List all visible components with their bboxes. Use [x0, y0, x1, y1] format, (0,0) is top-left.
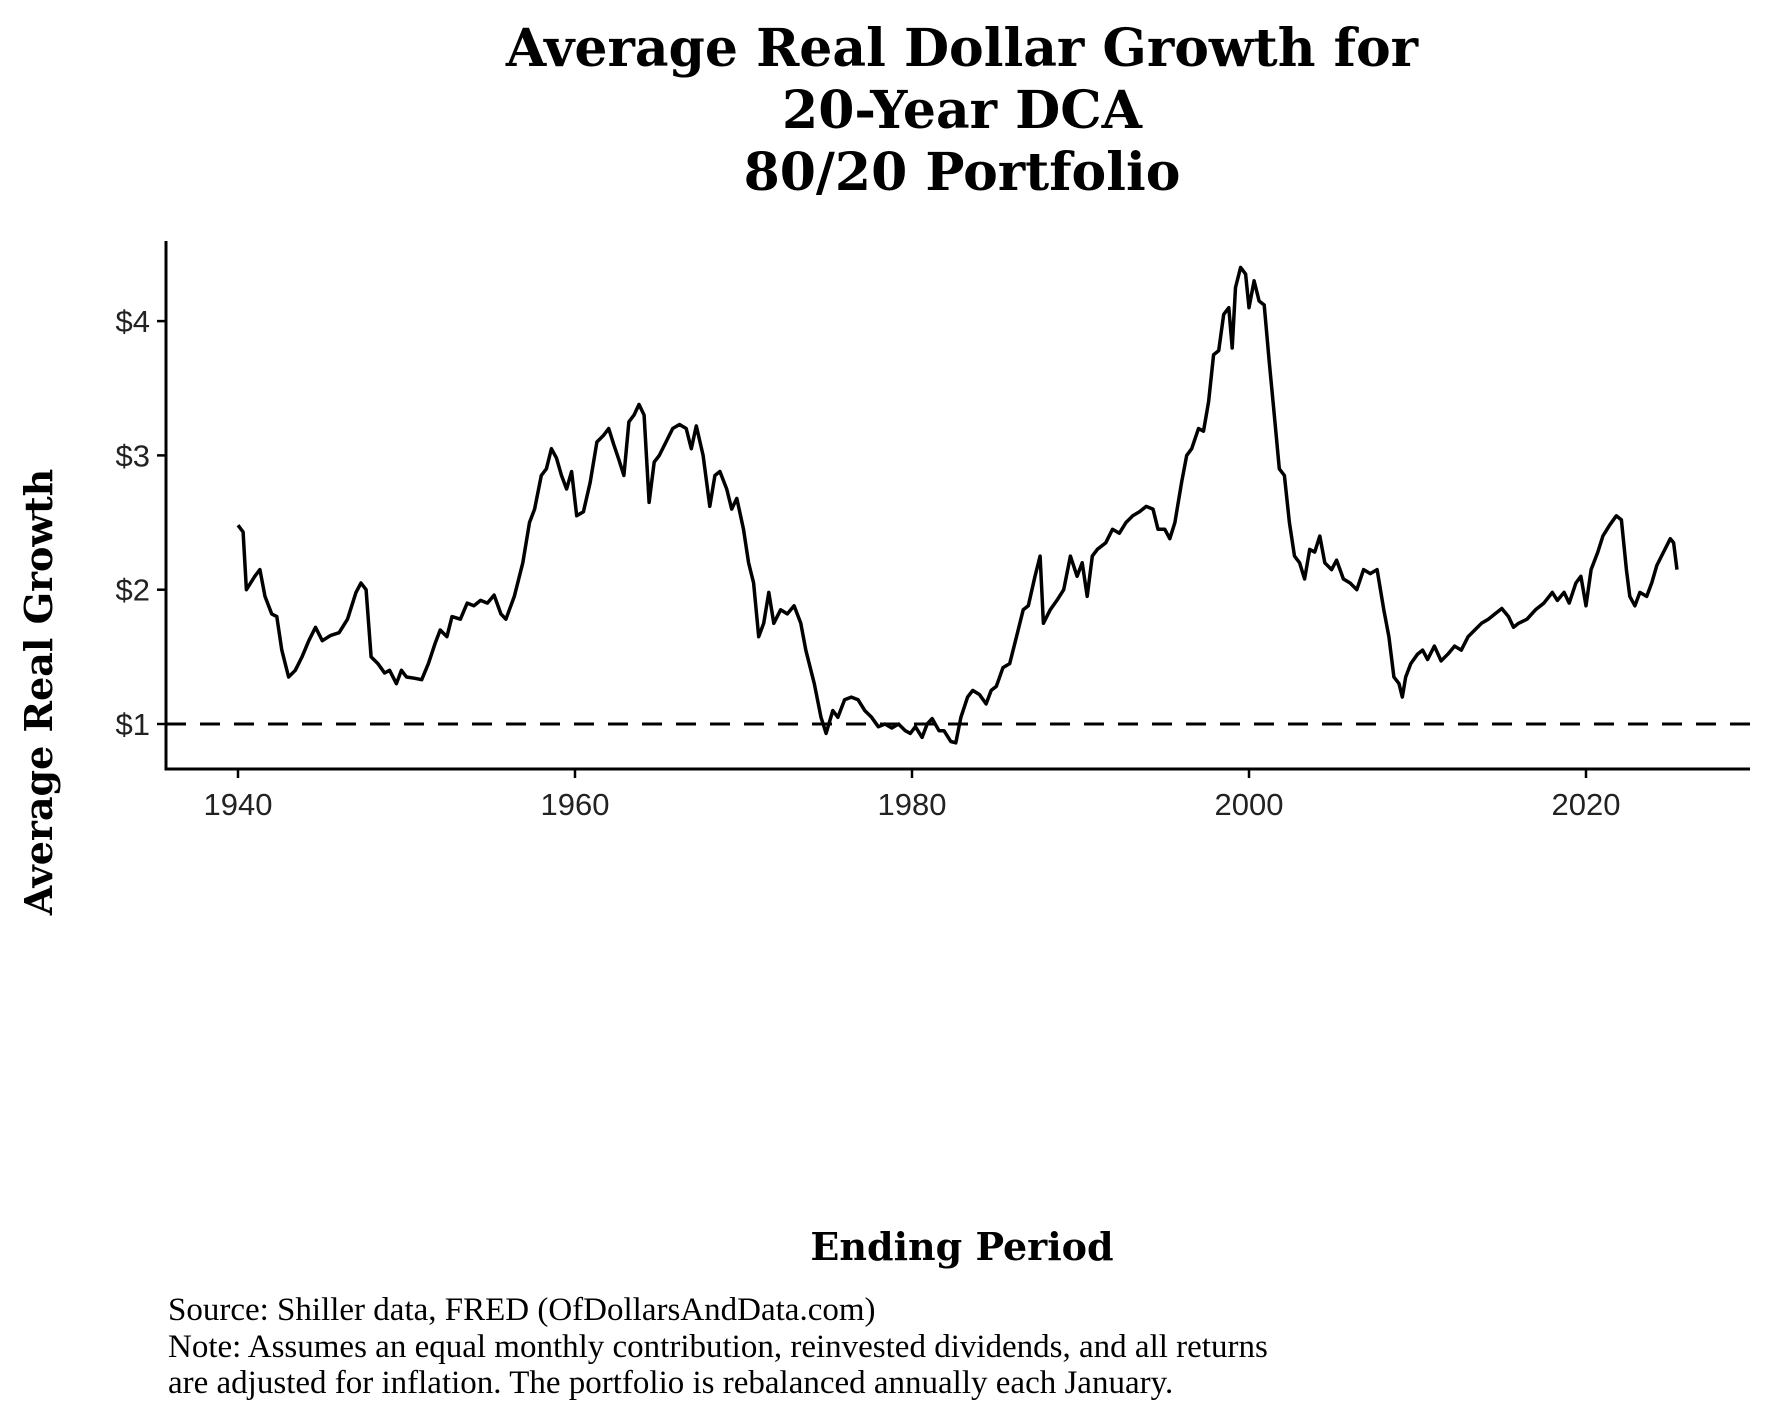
x-axis-ticks: 1940 1960 1980 2000 2020: [204, 769, 1621, 822]
chart-title-line-2: 20-Year DCA: [782, 80, 1143, 141]
y-tick-label: $3: [116, 438, 150, 473]
y-tick-label: $4: [116, 304, 150, 339]
source-text: Source: Shiller data, FRED (OfDollarsAnd…: [168, 1292, 876, 1328]
chart-title-line-1: Average Real Dollar Growth for: [505, 18, 1419, 79]
y-tick-label: $2: [116, 573, 150, 608]
x-tick-label: 1960: [541, 787, 610, 822]
y-axis-ticks: $1 $2 $3 $4: [116, 304, 166, 742]
x-axis-label: Ending Period: [810, 1224, 1113, 1269]
x-tick-label: 2020: [1552, 787, 1621, 822]
y-tick-label: $1: [116, 707, 150, 742]
y-axis-label: Average Real Growth: [16, 469, 61, 917]
x-tick-label: 1940: [204, 787, 273, 822]
series-line: [236, 265, 1679, 745]
note-line-2: are adjusted for inflation. The portfoli…: [168, 1365, 1173, 1401]
x-tick-label: 1980: [878, 787, 947, 822]
chart-title-line-3: 80/20 Portfolio: [744, 142, 1181, 203]
x-tick-label: 2000: [1215, 787, 1284, 822]
note-line-1: Note: Assumes an equal monthly contribut…: [168, 1329, 1268, 1365]
